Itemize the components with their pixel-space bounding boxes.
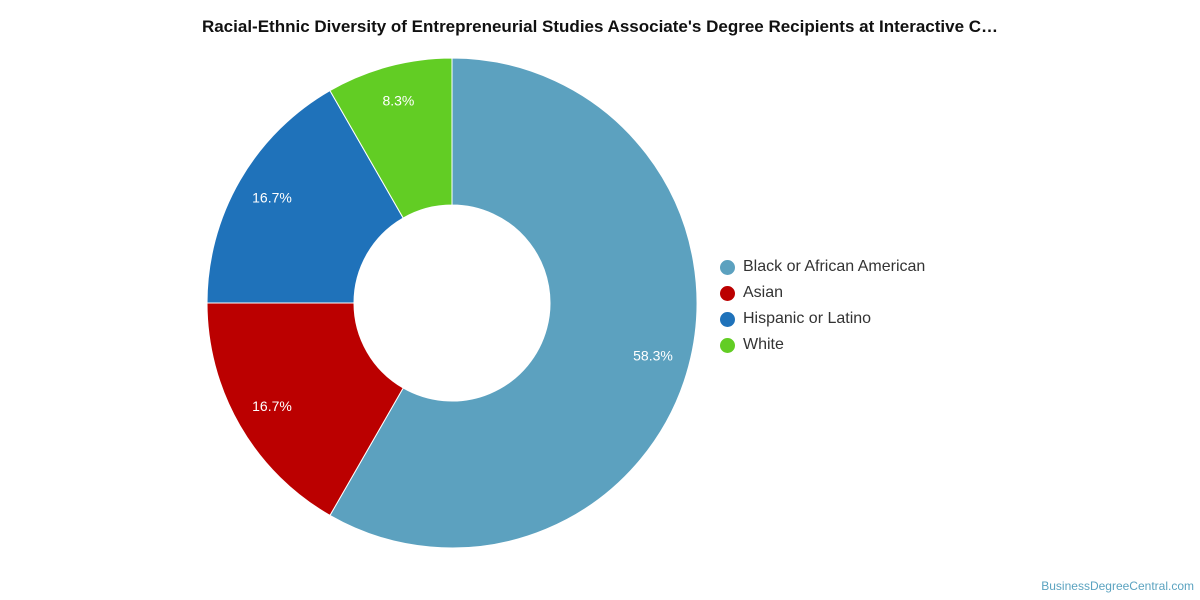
data-label-hispanic-or-latino: 16.7%: [252, 190, 292, 206]
legend-item-black-or-african-american[interactable]: Black or African American: [720, 254, 925, 280]
slice-hispanic-or-latino[interactable]: [206, 89, 404, 304]
slice-white[interactable]: [329, 57, 453, 219]
legend-label: Black or African American: [743, 258, 926, 275]
legend-swatch: [720, 259, 735, 275]
legend-swatch: [720, 337, 735, 353]
legend-item-asian[interactable]: Asian: [720, 280, 925, 306]
data-label-white: 8.3%: [382, 93, 414, 109]
slice-black-or-african-american[interactable]: [329, 57, 698, 549]
slice-asian[interactable]: [206, 302, 404, 517]
source-credit[interactable]: BusinessDegreeCentral.com: [1041, 579, 1194, 593]
legend: Black or African American Asian Hispanic o…: [720, 254, 925, 358]
legend-label: Asian: [743, 284, 784, 301]
chart-title: Racial-Ethnic Diversity of Entrepreneuri…: [201, 17, 999, 36]
legend-item-white[interactable]: White: [720, 332, 925, 358]
legend-swatch: [720, 311, 735, 327]
legend-label: White: [743, 336, 784, 353]
legend-swatch: [720, 285, 735, 301]
data-label-asian: 16.7%: [252, 398, 292, 414]
data-label-black-or-african-american: 58.3%: [633, 347, 673, 363]
legend-label: Hispanic or Latino: [743, 310, 872, 327]
legend-item-hispanic-or-latino[interactable]: Hispanic or Latino: [720, 306, 925, 332]
